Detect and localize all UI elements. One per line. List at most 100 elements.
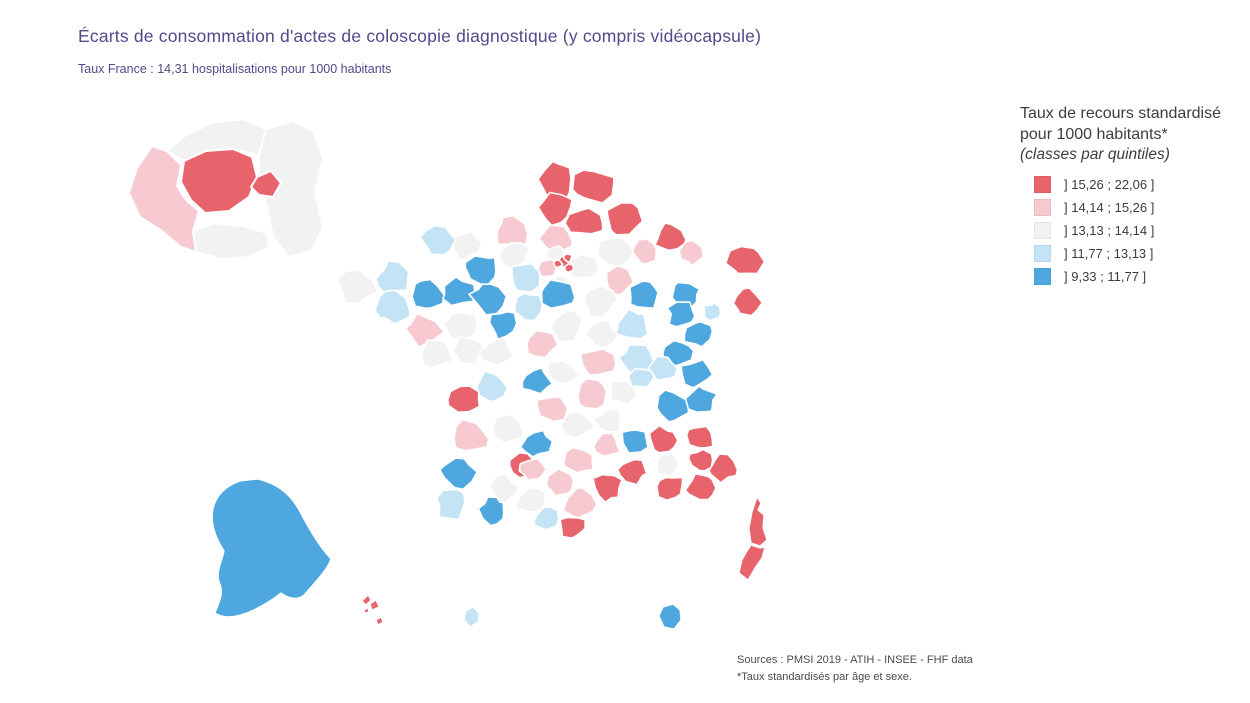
dept-67[interactable]	[724, 245, 766, 275]
dept-64[interactable]	[436, 488, 466, 521]
dept-41[interactable]	[513, 292, 543, 322]
dept-04[interactable]	[687, 448, 714, 472]
dept-49[interactable]	[443, 312, 478, 340]
dept-55[interactable]	[631, 238, 658, 265]
dept-90[interactable]	[703, 302, 722, 322]
dept-2B[interactable]	[748, 496, 768, 547]
dept-94[interactable]	[564, 263, 575, 274]
dept-971[interactable]	[363, 607, 370, 614]
dept-78[interactable]	[537, 258, 558, 278]
dept-31[interactable]	[514, 486, 547, 513]
dept-62[interactable]	[537, 160, 572, 199]
dept-51[interactable]	[596, 237, 635, 269]
dept-28[interactable]	[511, 262, 541, 293]
dept-79[interactable]	[451, 336, 486, 366]
dept-09[interactable]	[533, 506, 560, 531]
dept-76[interactable]	[496, 214, 529, 248]
dept-05[interactable]	[685, 425, 714, 449]
dept-10[interactable]	[605, 265, 635, 296]
dept-15[interactable]	[560, 410, 596, 439]
dept-81[interactable]	[545, 467, 575, 497]
dept-11[interactable]	[562, 487, 598, 519]
dept-07[interactable]	[621, 429, 649, 454]
dept-08[interactable]	[606, 202, 644, 236]
dept-38[interactable]	[656, 389, 690, 423]
inset-idf-dept-91[interactable]	[192, 222, 270, 260]
dept-63[interactable]	[577, 377, 608, 410]
dept-25[interactable]	[683, 320, 714, 348]
dept-34[interactable]	[592, 473, 623, 504]
dept-32[interactable]	[488, 473, 520, 503]
dept-87[interactable]	[521, 367, 554, 395]
dept-37[interactable]	[488, 310, 518, 341]
dept-17[interactable]	[446, 385, 481, 414]
dept-26[interactable]	[648, 424, 679, 454]
dept-93[interactable]	[562, 253, 573, 263]
dept-48[interactable]	[592, 432, 622, 457]
dept-18[interactable]	[549, 309, 584, 343]
dept-35[interactable]	[411, 278, 446, 310]
dept-52[interactable]	[629, 280, 659, 310]
dept-73[interactable]	[683, 385, 718, 413]
dept-88[interactable]	[671, 281, 700, 308]
legend-swatch-class-1	[1034, 176, 1051, 194]
dept-27[interactable]	[498, 241, 531, 270]
dept-50[interactable]	[419, 224, 457, 256]
dept-21[interactable]	[615, 308, 649, 340]
dept-33[interactable]	[453, 418, 490, 452]
dept-83[interactable]	[684, 472, 717, 501]
dept-72[interactable]	[468, 283, 508, 316]
dept-24[interactable]	[492, 413, 524, 444]
dept-972[interactable]	[375, 616, 384, 626]
dept-59[interactable]	[571, 169, 615, 204]
dept-40[interactable]	[439, 457, 478, 491]
dept-92[interactable]	[553, 259, 564, 269]
dept-66[interactable]	[559, 516, 586, 539]
dept-03[interactable]	[579, 348, 617, 376]
dept-12[interactable]	[562, 446, 594, 474]
dept-53[interactable]	[442, 276, 476, 307]
dept-58[interactable]	[584, 319, 619, 349]
dept-61[interactable]	[464, 255, 497, 288]
inset-idf-dept-94[interactable]	[250, 170, 282, 198]
dept-80[interactable]	[537, 191, 573, 227]
dept-45[interactable]	[540, 279, 576, 310]
dept-02[interactable]	[564, 207, 604, 235]
dept-43[interactable]	[591, 408, 622, 434]
dept-74[interactable]	[680, 359, 714, 389]
dept-974[interactable]	[463, 606, 480, 628]
dept-19[interactable]	[536, 395, 569, 423]
dept-82[interactable]	[518, 457, 547, 481]
dept-56[interactable]	[374, 289, 411, 325]
dept-85[interactable]	[420, 339, 454, 369]
dept-2A[interactable]	[738, 544, 766, 581]
dept-68[interactable]	[732, 287, 764, 317]
dept-976[interactable]	[658, 603, 682, 630]
dept-973[interactable]	[211, 478, 332, 618]
dept-971[interactable]	[361, 594, 372, 606]
legend-title-line1: Taux de recours standardisé	[1020, 105, 1221, 122]
dept-69[interactable]	[627, 367, 655, 388]
legend-item-class-2: ] 14,14 ; 15,26 ]	[1020, 196, 1248, 219]
dept-46[interactable]	[519, 429, 554, 458]
dept-13[interactable]	[656, 476, 684, 501]
dept-70[interactable]	[666, 301, 696, 328]
dept-89[interactable]	[583, 285, 618, 319]
dept-29[interactable]	[335, 269, 379, 305]
dept-57[interactable]	[654, 222, 687, 252]
dept-84[interactable]	[656, 453, 679, 477]
dept-36[interactable]	[526, 330, 559, 359]
inset-idf-dept-75[interactable]	[180, 148, 258, 214]
dept-01[interactable]	[647, 355, 679, 382]
dept-16[interactable]	[476, 370, 509, 403]
dept-54[interactable]	[678, 239, 704, 267]
dept-971[interactable]	[369, 599, 380, 611]
sources-block: Sources : PMSI 2019 - ATIH - INSEE - FHF…	[737, 652, 973, 685]
dept-23[interactable]	[547, 359, 581, 385]
dept-22[interactable]	[375, 260, 410, 294]
dept-06[interactable]	[708, 453, 739, 484]
dept-42[interactable]	[609, 379, 638, 406]
dept-86[interactable]	[477, 336, 514, 366]
dept-30[interactable]	[616, 458, 648, 486]
